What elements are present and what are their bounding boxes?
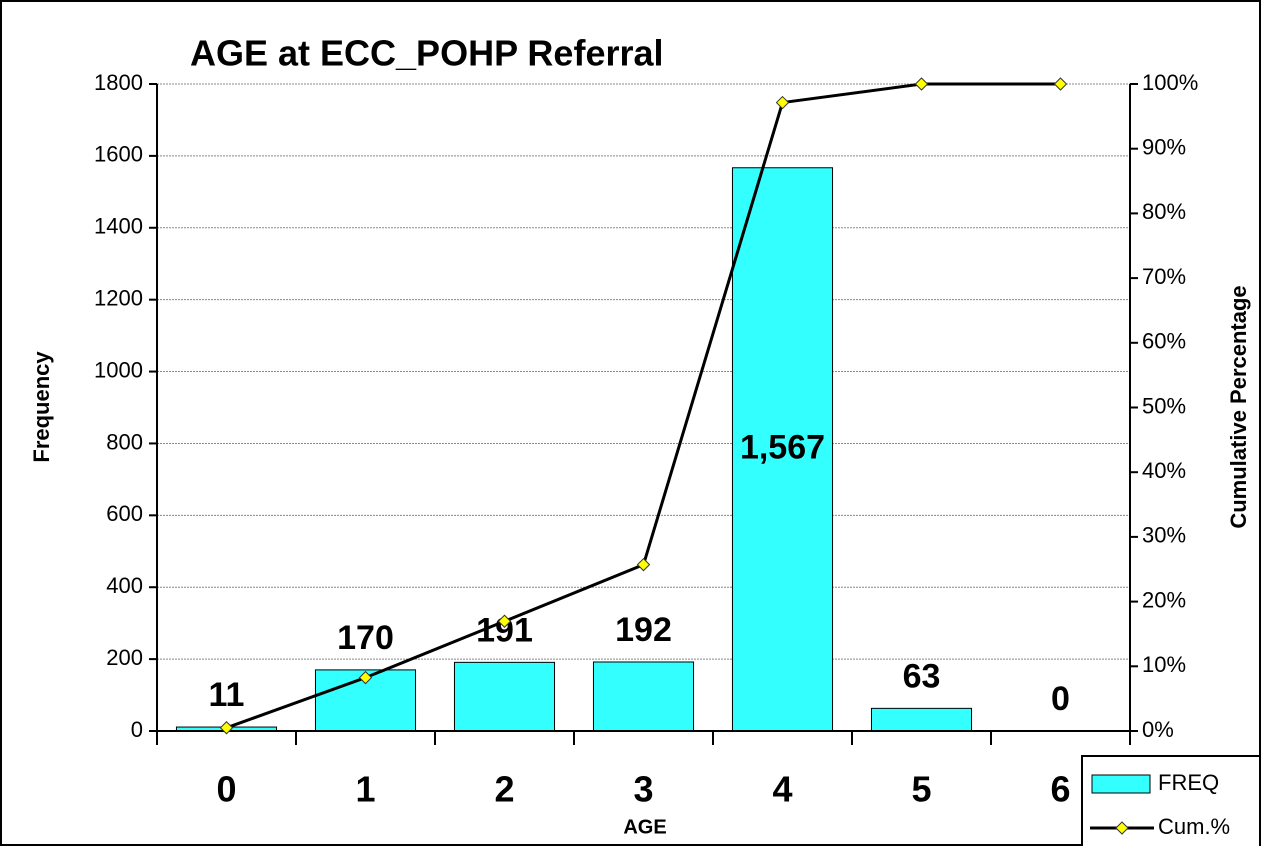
line-marker	[497, 614, 512, 628]
x-tick-label: 0	[216, 769, 236, 810]
y2-tick-label: 50%	[1142, 393, 1186, 418]
y-axis-label: Frequency	[29, 351, 54, 463]
y2-tick-label: 30%	[1142, 523, 1186, 548]
x-tick-label: 2	[494, 769, 514, 810]
line-marker	[775, 95, 790, 110]
legend-label: FREQ	[1158, 770, 1219, 795]
x-tick-label: 1	[355, 769, 375, 810]
y2-axis-label: Cumulative Percentage	[1226, 285, 1251, 528]
y-tick-label: 400	[106, 573, 143, 598]
y2-tick-label: 20%	[1142, 587, 1186, 612]
legend-label: Cum.%	[1158, 814, 1230, 839]
line-marker	[219, 721, 234, 735]
y-tick-label: 600	[106, 501, 143, 526]
y2-tick-label: 40%	[1142, 458, 1186, 483]
y-tick-label: 200	[106, 645, 143, 670]
y-tick-label: 0	[131, 717, 143, 742]
line-marker	[914, 77, 929, 91]
bar	[453, 661, 556, 732]
line-marker	[636, 557, 651, 572]
y-tick-label: 1200	[94, 285, 143, 310]
data-label: 11	[209, 676, 245, 714]
y-tick-label: 800	[106, 429, 143, 454]
y2-tick-label: 70%	[1142, 264, 1186, 289]
legend-marker	[1115, 821, 1129, 835]
legend-swatch	[1091, 774, 1151, 794]
line-marker	[1053, 77, 1068, 91]
y-tick-label: 1800	[94, 70, 143, 95]
y2-tick-label: 100%	[1142, 70, 1198, 95]
y2-tick-label: 80%	[1142, 199, 1186, 224]
bar	[870, 707, 973, 732]
line-marker	[358, 670, 373, 685]
data-label: 1,567	[740, 428, 825, 466]
y-tick-label: 1400	[94, 214, 143, 239]
data-label: 192	[615, 611, 672, 649]
x-tick-label: 3	[633, 769, 653, 810]
data-label: 0	[1051, 680, 1070, 718]
legend-box	[1081, 755, 1261, 846]
y2-tick-label: 10%	[1142, 652, 1186, 677]
y2-tick-label: 60%	[1142, 329, 1186, 354]
x-tick-label: 6	[1050, 769, 1070, 810]
bar	[592, 661, 695, 732]
y-tick-label: 1600	[94, 142, 143, 167]
x-axis-label: AGE	[623, 816, 666, 838]
x-tick-label: 4	[772, 769, 792, 810]
x-tick-label: 5	[911, 769, 931, 810]
y2-tick-label: 90%	[1142, 135, 1186, 160]
data-label: 170	[337, 619, 394, 657]
chart-title: AGE at ECC_POHP Referral	[190, 33, 664, 74]
data-label: 63	[903, 657, 941, 695]
y-tick-label: 1000	[94, 357, 143, 382]
bar	[731, 167, 834, 732]
y2-tick-label: 0%	[1142, 717, 1174, 742]
